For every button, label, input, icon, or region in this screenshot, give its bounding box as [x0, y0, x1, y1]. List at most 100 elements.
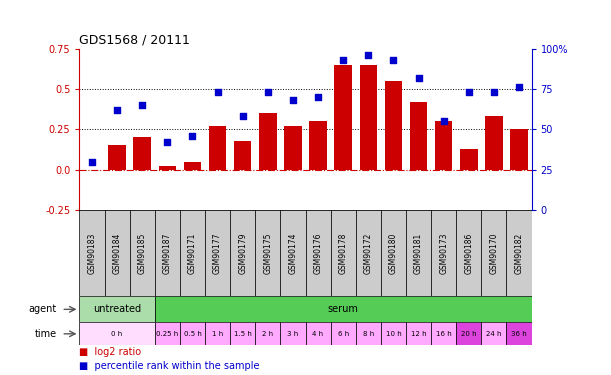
- Point: [514, 84, 524, 90]
- Bar: [155, 210, 180, 296]
- Bar: [507, 210, 532, 296]
- Text: GSM90178: GSM90178: [338, 232, 348, 274]
- Bar: [259, 113, 277, 170]
- Text: ■  percentile rank within the sample: ■ percentile rank within the sample: [79, 361, 260, 371]
- Text: GSM90182: GSM90182: [514, 232, 524, 274]
- Bar: [155, 322, 180, 345]
- Point: [238, 114, 247, 120]
- Bar: [306, 210, 331, 296]
- Bar: [334, 65, 352, 170]
- Text: GSM90173: GSM90173: [439, 232, 448, 274]
- Point: [313, 94, 323, 100]
- Text: 8 h: 8 h: [363, 331, 374, 337]
- Bar: [410, 102, 427, 170]
- Text: GSM90187: GSM90187: [163, 232, 172, 274]
- Text: 0.5 h: 0.5 h: [183, 331, 202, 337]
- Text: GSM90186: GSM90186: [464, 232, 474, 274]
- Bar: [356, 322, 381, 345]
- Text: GDS1568 / 20111: GDS1568 / 20111: [79, 33, 190, 46]
- Bar: [255, 210, 280, 296]
- Text: GSM90179: GSM90179: [238, 232, 247, 274]
- Point: [213, 89, 222, 95]
- Bar: [180, 322, 205, 345]
- Bar: [130, 210, 155, 296]
- Text: ■  log2 ratio: ■ log2 ratio: [79, 347, 142, 357]
- Text: GSM90183: GSM90183: [87, 232, 97, 274]
- Point: [364, 52, 373, 58]
- Bar: [431, 322, 456, 345]
- Bar: [104, 210, 130, 296]
- Bar: [155, 296, 532, 322]
- Text: 12 h: 12 h: [411, 331, 426, 337]
- Text: 24 h: 24 h: [486, 331, 502, 337]
- Point: [338, 57, 348, 63]
- Bar: [510, 129, 528, 170]
- Text: 4 h: 4 h: [312, 331, 324, 337]
- Bar: [184, 162, 201, 170]
- Text: GSM90174: GSM90174: [288, 232, 298, 274]
- Bar: [180, 210, 205, 296]
- Bar: [230, 322, 255, 345]
- Text: GSM90180: GSM90180: [389, 232, 398, 274]
- Text: GSM90170: GSM90170: [489, 232, 499, 274]
- Bar: [431, 210, 456, 296]
- Text: GSM90185: GSM90185: [137, 232, 147, 274]
- Bar: [280, 322, 306, 345]
- Text: 1.5 h: 1.5 h: [234, 331, 252, 337]
- Text: 10 h: 10 h: [386, 331, 401, 337]
- Text: untreated: untreated: [93, 304, 141, 314]
- Text: serum: serum: [327, 304, 359, 314]
- Text: 1 h: 1 h: [212, 331, 223, 337]
- Bar: [234, 141, 252, 170]
- Bar: [481, 210, 507, 296]
- Text: 36 h: 36 h: [511, 331, 527, 337]
- Bar: [309, 121, 327, 170]
- Bar: [159, 166, 176, 170]
- Text: GSM90184: GSM90184: [112, 232, 122, 274]
- Bar: [485, 117, 503, 170]
- Point: [87, 159, 97, 165]
- Bar: [284, 126, 302, 170]
- Bar: [255, 322, 280, 345]
- Point: [263, 89, 273, 95]
- Bar: [359, 65, 377, 170]
- Text: 0 h: 0 h: [111, 331, 123, 337]
- Bar: [133, 137, 151, 170]
- Bar: [481, 322, 507, 345]
- Bar: [306, 322, 331, 345]
- Text: 6 h: 6 h: [337, 331, 349, 337]
- Text: GSM90171: GSM90171: [188, 232, 197, 274]
- Point: [137, 102, 147, 108]
- Point: [464, 89, 474, 95]
- Text: GSM90177: GSM90177: [213, 232, 222, 274]
- Bar: [209, 126, 226, 170]
- Point: [288, 98, 298, 104]
- Bar: [381, 210, 406, 296]
- Text: 2 h: 2 h: [262, 331, 273, 337]
- Bar: [356, 210, 381, 296]
- Point: [489, 89, 499, 95]
- Bar: [205, 322, 230, 345]
- Text: GSM90172: GSM90172: [364, 232, 373, 274]
- Bar: [331, 322, 356, 345]
- Bar: [460, 149, 478, 170]
- Bar: [79, 296, 155, 322]
- Point: [414, 75, 423, 81]
- Text: 0.25 h: 0.25 h: [156, 331, 178, 337]
- Point: [439, 118, 448, 124]
- Bar: [108, 146, 126, 170]
- Bar: [205, 210, 230, 296]
- Text: GSM90181: GSM90181: [414, 232, 423, 274]
- Point: [163, 139, 172, 145]
- Bar: [280, 210, 306, 296]
- Point: [112, 107, 122, 113]
- Bar: [406, 210, 431, 296]
- Bar: [456, 322, 481, 345]
- Bar: [507, 322, 532, 345]
- Bar: [406, 322, 431, 345]
- Text: 16 h: 16 h: [436, 331, 452, 337]
- Bar: [79, 210, 104, 296]
- Bar: [456, 210, 481, 296]
- Text: GSM90176: GSM90176: [313, 232, 323, 274]
- Bar: [331, 210, 356, 296]
